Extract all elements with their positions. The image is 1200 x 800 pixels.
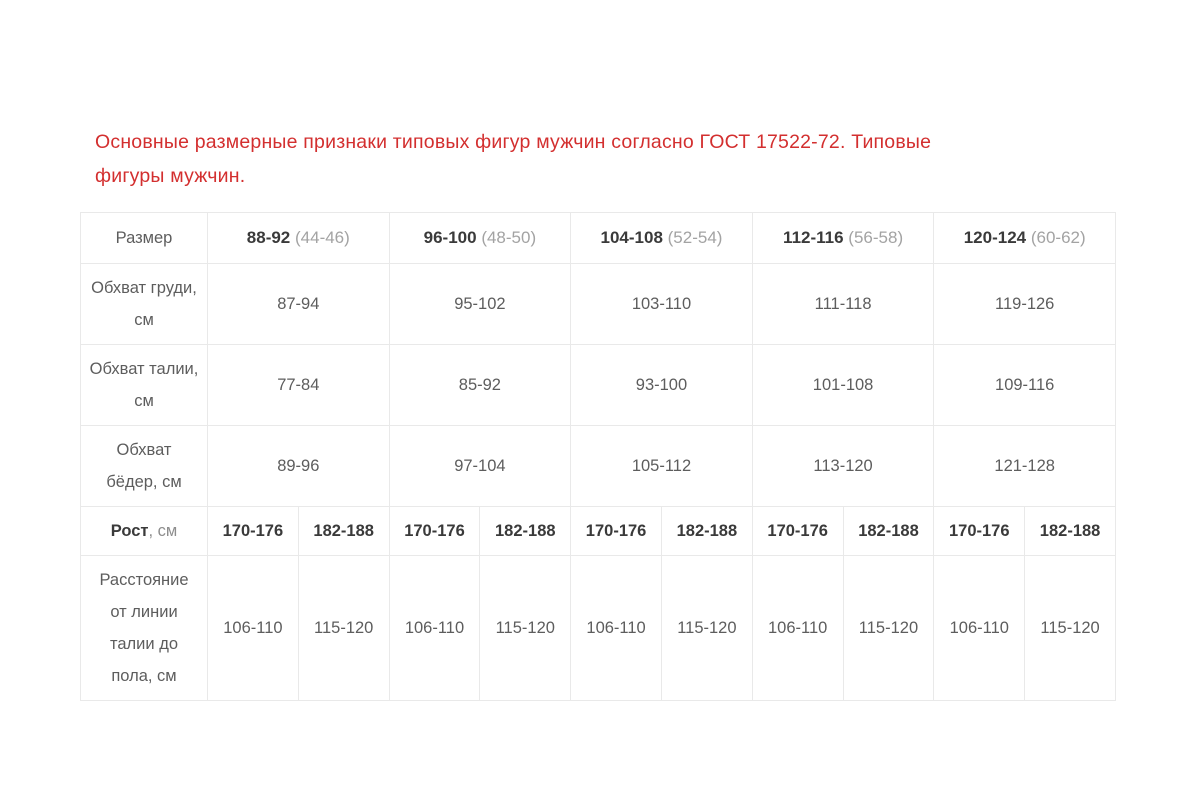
row-label-chest: Обхват груди, см [80,263,208,345]
row-label-waist-to-floor: Расстояние от линии талии до пола, см [80,555,208,701]
floor-value-8: 115-120 [842,555,935,701]
table-row-waist-to-floor: Расстояние от линии талии до пола, см 10… [80,555,1116,701]
size-range: 88-92 [246,228,291,247]
row-label-waist: Обхват талии, см [80,344,208,426]
chest-value-1: 87-94 [207,263,390,345]
floor-value-4: 115-120 [479,555,572,701]
height-value-6: 182-188 [660,506,753,556]
hips-value-5: 121-128 [933,425,1116,507]
size-column-header-3: 104-108 (52-54) [570,212,753,264]
hips-value-1: 89-96 [207,425,390,507]
height-value-8: 182-188 [842,506,935,556]
size-column-header-4: 112-116 (56-58) [751,212,935,264]
height-label-suffix: , см [148,522,178,540]
chest-value-5: 119-126 [933,263,1116,345]
page-title-line-2: фигуры мужчин. [95,165,246,187]
size-range-alt: (52-54) [667,228,723,247]
floor-value-7: 106-110 [751,555,844,701]
floor-value-9: 106-110 [933,555,1026,701]
page-title-line-1: Основные размерные признаки типовых фигу… [95,131,932,153]
table-row-chest: Обхват груди, см 87-94 95-102 103-110 11… [80,263,1116,345]
size-column-header-5: 120-124 (60-62) [933,212,1116,264]
floor-value-5: 106-110 [570,555,662,701]
height-value-2: 182-188 [297,506,390,556]
size-column-header-2: 96-100 (48-50) [388,212,572,264]
size-range: 112-116 [783,228,844,247]
height-value-4: 182-188 [479,506,572,556]
hips-value-4: 113-120 [751,425,935,507]
size-range: 120-124 [963,228,1027,247]
table-row-hips: Обхват бёдер, см 89-96 97-104 105-112 11… [80,425,1116,507]
floor-value-6: 115-120 [660,555,753,701]
waist-value-2: 85-92 [388,344,572,426]
waist-value-1: 77-84 [207,344,390,426]
table-header-row: Размер 88-92 (44-46) 96-100 (48-50) 104-… [80,212,1116,264]
size-range-alt: (60-62) [1030,228,1086,247]
row-label-height: Рост, см [80,506,208,556]
page-title: Основные размерные признаки типовых фигу… [95,125,1200,193]
corner-label-size: Размер [80,212,208,264]
height-value-10: 182-188 [1024,506,1116,556]
size-range-alt: (48-50) [481,228,537,247]
size-column-header-1: 88-92 (44-46) [207,212,390,264]
floor-value-10: 115-120 [1024,555,1116,701]
height-label: Рост [110,522,149,540]
chest-value-4: 111-118 [751,263,935,345]
size-table: Размер 88-92 (44-46) 96-100 (48-50) 104-… [80,212,1116,701]
table-row-waist: Обхват талии, см 77-84 85-92 93-100 101-… [80,344,1116,426]
floor-value-2: 115-120 [297,555,390,701]
page-content: Основные размерные признаки типовых фигу… [80,125,1200,701]
height-value-3: 170-176 [388,506,481,556]
waist-value-5: 109-116 [933,344,1116,426]
floor-value-1: 106-110 [207,555,299,701]
table-row-height: Рост, см 170-176 182-188 170-176 182-188… [80,506,1116,556]
height-value-5: 170-176 [570,506,662,556]
floor-value-3: 106-110 [388,555,481,701]
waist-value-4: 101-108 [751,344,935,426]
hips-value-2: 97-104 [388,425,572,507]
hips-value-3: 105-112 [570,425,753,507]
size-range: 104-108 [600,228,663,247]
row-label-hips: Обхват бёдер, см [80,425,208,507]
height-value-7: 170-176 [751,506,844,556]
chest-value-2: 95-102 [388,263,572,345]
chest-value-3: 103-110 [570,263,753,345]
size-range-alt: (44-46) [295,228,350,247]
height-value-1: 170-176 [207,506,299,556]
size-range-alt: (56-58) [848,228,904,247]
height-value-9: 170-176 [933,506,1026,556]
waist-value-3: 93-100 [570,344,753,426]
size-range: 96-100 [423,228,477,247]
